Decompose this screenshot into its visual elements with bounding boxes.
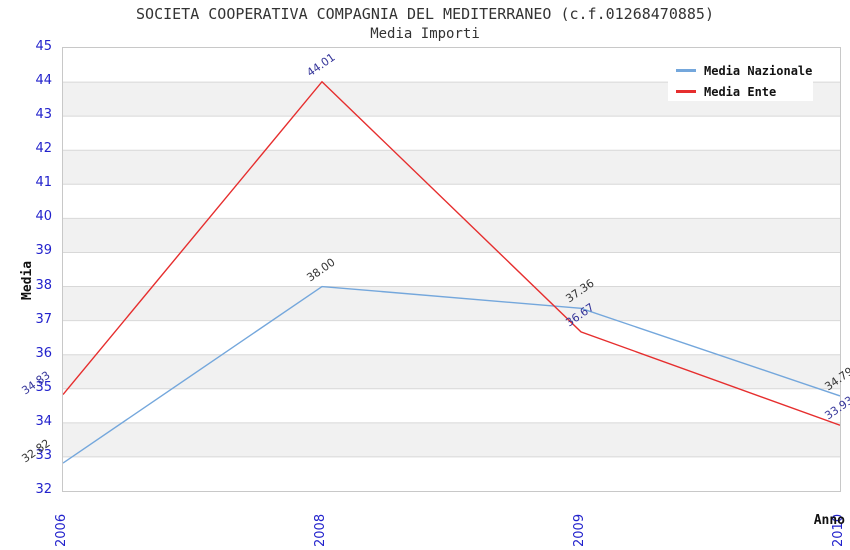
y-tick-label: 37 bbox=[35, 311, 52, 327]
y-tick-label: 42 bbox=[35, 141, 52, 157]
x-tick-label: 2006 bbox=[54, 513, 69, 547]
y-tick-label: 32 bbox=[35, 482, 52, 497]
y-tick-label: 41 bbox=[35, 175, 52, 191]
chart-title: SOCIETA COOPERATIVA COMPAGNIA DEL MEDITE… bbox=[136, 5, 714, 23]
x-tick-label: 2008 bbox=[313, 513, 328, 547]
legend-line-marker-red bbox=[676, 90, 696, 93]
y-tick-label: 40 bbox=[35, 209, 52, 225]
y-tick-label: 39 bbox=[35, 243, 52, 259]
legend-item-media-ente: Media Ente bbox=[668, 81, 813, 102]
x-tick-label: 2009 bbox=[572, 513, 587, 547]
y-tick-label: 36 bbox=[35, 345, 52, 361]
legend-line-marker-blue bbox=[676, 69, 696, 72]
chart-subtitle: Media Importi bbox=[370, 26, 480, 42]
y-axis-title: Media bbox=[20, 260, 35, 300]
legend-label: Media Nazionale bbox=[704, 63, 813, 78]
y-tick-label: 43 bbox=[35, 107, 52, 123]
y-tick-label: 44 bbox=[35, 73, 52, 89]
y-tick-label: 33 bbox=[35, 447, 52, 463]
legend-item-media-nazionale: Media Nazionale bbox=[668, 60, 813, 81]
y-tick-label: 38 bbox=[35, 277, 52, 293]
series-line bbox=[63, 285, 840, 464]
y-tick-label: 35 bbox=[35, 379, 52, 395]
legend: Media Nazionale Media Ente bbox=[668, 55, 813, 101]
plot-area bbox=[62, 47, 841, 492]
chart-canvas bbox=[63, 48, 840, 491]
y-tick-label: 45 bbox=[35, 39, 52, 54]
x-axis-title: Anno bbox=[813, 513, 845, 528]
series-line bbox=[63, 80, 840, 426]
legend-label: Media Ente bbox=[704, 84, 777, 99]
y-tick-label: 34 bbox=[35, 413, 52, 429]
